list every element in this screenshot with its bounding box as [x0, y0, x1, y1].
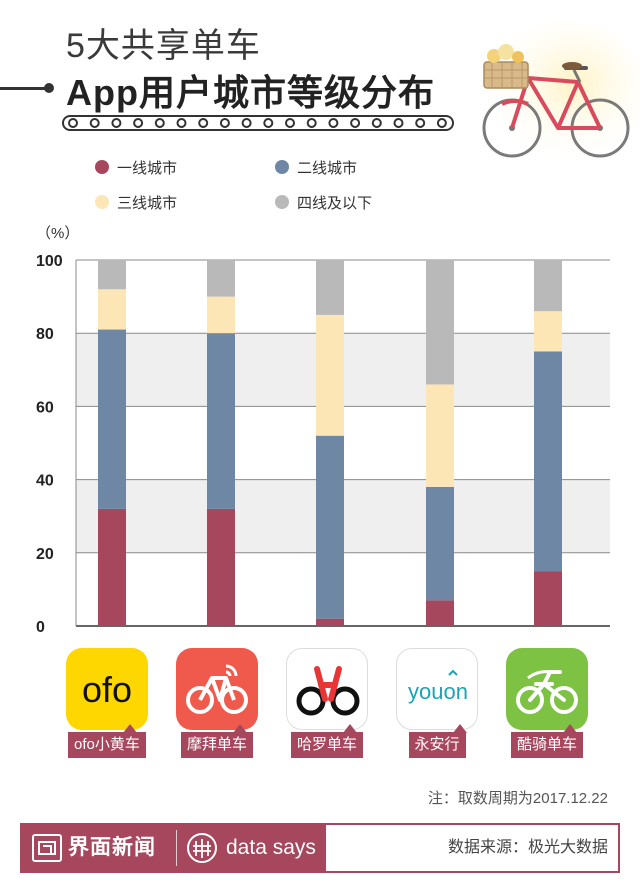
legend-swatch — [275, 160, 289, 175]
jiemian-logo-icon — [32, 834, 62, 862]
bar-segment — [426, 600, 454, 626]
bar-segment — [207, 296, 235, 334]
data-source: 数据来源：极光大数据 — [447, 839, 608, 856]
bar-segment — [534, 351, 562, 572]
app-label-pointer — [233, 724, 247, 733]
bar-segment — [534, 311, 562, 352]
app-label: 酷骑单车 — [511, 732, 584, 758]
y-tick-label: 20 — [36, 546, 54, 563]
legend-label: 四线及以下 — [297, 195, 373, 212]
legend-item: 四线及以下 — [275, 194, 372, 214]
bar-segment — [534, 260, 562, 312]
title-accent-dot — [44, 83, 54, 93]
legend-swatch — [95, 160, 109, 175]
app-label-pointer — [563, 724, 577, 733]
bar-segment — [426, 384, 454, 487]
y-tick-label: 100 — [36, 253, 63, 270]
app-label: 哈罗单车 — [291, 732, 364, 758]
footer-brand-block — [20, 823, 326, 873]
legend-item: 二线城市 — [275, 159, 357, 179]
bar-segment — [207, 508, 235, 626]
brand-separator — [176, 830, 177, 866]
stacked-bar-chart: 0 20 40 60 80 100 — [36, 253, 610, 636]
bar-segment — [98, 289, 126, 330]
data-says-label: data says — [226, 836, 316, 859]
bar-segment — [98, 260, 126, 290]
app-label: 永安行 — [408, 732, 466, 758]
legend-item: 一线城市 — [95, 159, 177, 179]
bar-segment — [426, 260, 454, 385]
title-accent-line — [0, 87, 48, 90]
bar-segment — [207, 260, 235, 297]
app-label: 摩拜单车 — [181, 732, 254, 758]
mobike-logo-icon — [176, 648, 258, 730]
bar-segment — [534, 571, 562, 626]
bar-segment — [207, 333, 235, 509]
period-note: 注：取数周期为2017.12.22 — [427, 790, 608, 807]
brand-name: 界面新闻 — [68, 836, 156, 859]
bar-segment — [316, 618, 344, 626]
legend-swatch — [275, 195, 289, 210]
bar-segment — [98, 329, 126, 509]
youon-logo-icon: youon — [396, 648, 478, 730]
bar-segment — [316, 435, 344, 619]
y-tick-label: 40 — [36, 473, 54, 490]
y-tick-label: 0 — [36, 619, 45, 636]
hellobike-logo-icon — [286, 648, 368, 730]
bar-segment — [426, 486, 454, 601]
youon-logo-text: youon — [408, 679, 468, 704]
y-tick-label: 60 — [36, 399, 54, 416]
bicycle-illustration-icon — [482, 20, 640, 160]
legend-label: 三线城市 — [117, 195, 178, 212]
bar-segment — [316, 260, 344, 315]
title-line-2: App用户城市等级分布 — [66, 72, 435, 113]
legend-label: 一线城市 — [117, 160, 178, 177]
y-tick-label: 80 — [36, 326, 54, 343]
chain-decoration-icon — [62, 115, 454, 131]
data-says-logo-icon — [187, 833, 217, 863]
kuqi-logo-icon — [506, 648, 588, 730]
title-line-1: 5大共享单车 — [66, 27, 261, 65]
legend-item: 三线城市 — [95, 194, 177, 214]
app-label-pointer — [123, 724, 137, 733]
app-label-pointer — [343, 724, 357, 733]
y-axis-unit-label: （%） — [36, 225, 80, 242]
legend-label: 二线城市 — [297, 160, 358, 177]
bar-segment — [316, 314, 344, 436]
app-label: ofo小黄车 — [68, 732, 146, 758]
legend-swatch — [95, 195, 109, 210]
ofo-logo-icon: ofo — [66, 648, 148, 730]
ofo-logo-text: ofo — [82, 669, 132, 710]
app-label-pointer — [453, 724, 467, 733]
bar-segment — [98, 508, 126, 626]
